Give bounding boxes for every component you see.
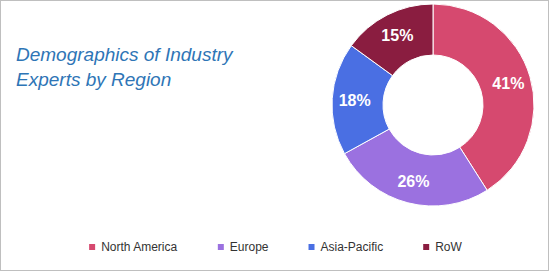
svg-text:26%: 26% (397, 173, 429, 190)
svg-text:North America: North America (101, 240, 177, 254)
svg-text:Asia-Pacific: Asia-Pacific (321, 240, 384, 254)
svg-text:15%: 15% (381, 27, 413, 44)
svg-text:Europe: Europe (230, 240, 269, 254)
svg-text:18%: 18% (339, 92, 371, 109)
svg-text:Experts by Region: Experts by Region (16, 69, 171, 90)
svg-text:Demographics of Industry: Demographics of Industry (16, 44, 234, 65)
svg-text:RoW: RoW (435, 240, 462, 254)
svg-text:41%: 41% (492, 75, 524, 92)
